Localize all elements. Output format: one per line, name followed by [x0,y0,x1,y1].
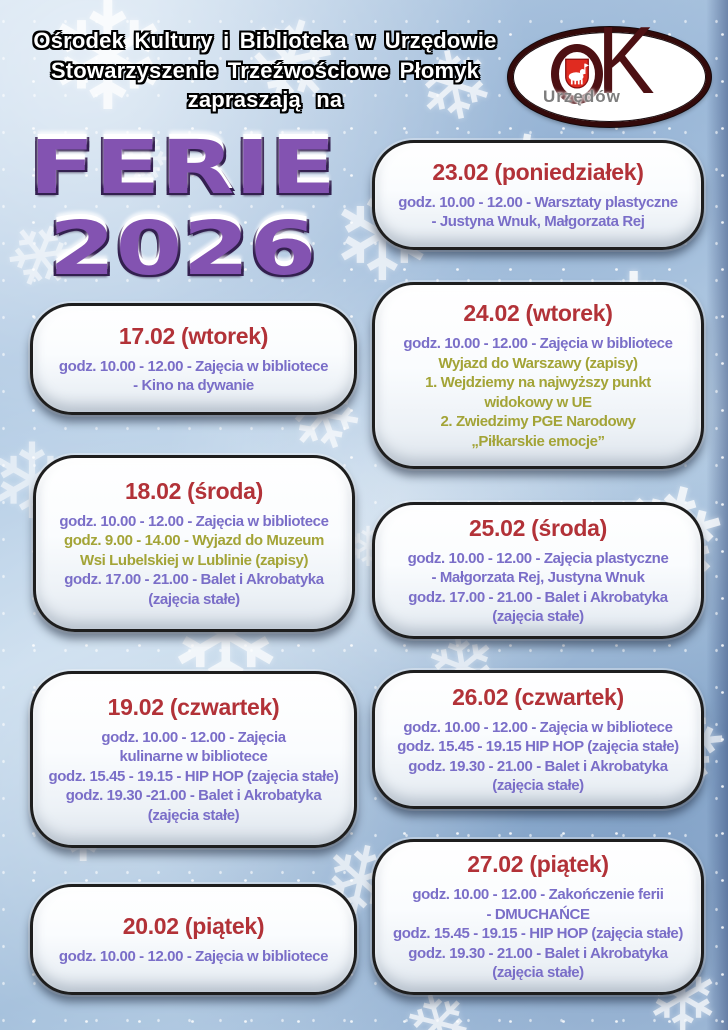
schedule-line: godz. 17.00 - 21.00 - Balet i Akrobatyka [408,588,668,606]
organizer-line-2: Stowarzyszenie Trzeźwościowe Płomyk [50,57,480,83]
card-date-heading: 17.02 (wtorek) [118,322,269,349]
schedule-card-24-02: 24.02 (wtorek) godz. 10.00 - 12.00 - Zaj… [372,282,704,469]
schedule-line: (zajęcia stałe) [492,964,584,982]
card-date-heading: 26.02 (czwartek) [452,683,624,710]
schedule-line: kulinarne w bibliotece [119,748,268,766]
schedule-line: godz. 10.00 - 12.00 - Zajęcia w bibliote… [58,357,329,375]
schedule-card-26-02: 26.02 (czwartek) godz. 10.00 - 12.00 - Z… [372,670,704,809]
schedule-line: - DMUCHAŃCE [486,905,590,923]
ok-urzedow-logo: K Urzędów [508,13,711,127]
logo-town-label: Urzędów [543,87,621,106]
card-date-heading: 18.02 (środa) [125,477,263,504]
schedule-line: godz. 10.00 - 12.00 - Zajęcia [101,728,286,746]
schedule-line: godz. 10.00 - 12.00 - Zajęcia w bibliote… [403,718,673,736]
card-date-heading: 19.02 (czwartek) [107,693,280,720]
schedule-line: godz. 15.45 - 19.15 - HIP HOP (zajęcia s… [48,767,339,785]
schedule-line: 1. Wejdziemy na najwyższy punkt [425,374,651,391]
schedule-line: Wyjazd do Warszawy (zapisy) [438,354,638,372]
organizer-line-1: Ośrodek Kultury i Biblioteka w Urzędowie [33,28,497,53]
schedule-line: (zajęcia stałe) [492,777,584,794]
schedule-line: godz. 9.00 - 14.00 - Wyjazd do Muzeum [64,532,324,550]
card-date-heading: 23.02 (poniedziałek) [432,158,644,185]
card-date-heading: 27.02 (piątek) [467,851,609,878]
card-date-heading: 25.02 (środa) [469,514,607,541]
schedule-line: godz. 10.00 - 12.00 - Zajęcia plastyczne [407,549,669,567]
schedule-line: Wsi Lubelskiej w Lublinie (zapisy) [79,551,309,569]
invitation-line: zapraszają na [187,87,343,113]
schedule-line: (zajęcia stałe) [492,608,584,625]
schedule-line: godz. 10.00 - 12.00 - Zajęcia w bibliote… [403,335,673,352]
schedule-line: godz. 10.00 - 12.00 - Warsztaty plastycz… [398,193,678,211]
header: Ośrodek Kultury i Biblioteka w Urzędowie… [0,26,530,115]
schedule-line: (zajęcia stałe) [148,590,240,608]
schedule-card-27-02: 27.02 (piątek) godz. 10.00 - 12.00 - Zak… [372,839,704,995]
schedule-line: „Piłkarskie emocje” [471,432,605,450]
title-year: 2026 [48,206,317,293]
schedule-line: godz. 15.45 - 19.15 - HIP HOP (zajęcia s… [393,925,683,943]
title-word-ferie: FERIE [28,125,337,211]
schedule-line: godz. 15.45 - 19.15 HIP HOP (zajęcia sta… [397,738,679,755]
schedule-line: - Kino na dywanie [133,377,254,394]
schedule-card-17-02: 17.02 (wtorek) godz. 10.00 - 12.00 - Zaj… [30,303,357,415]
card-date-heading: 20.02 (piątek) [122,912,265,939]
schedule-card-18-02: 18.02 (środa) godz. 10.00 - 12.00 - Zaję… [33,455,355,632]
schedule-line: widokowy w UE [484,393,592,411]
schedule-card-25-02: 25.02 (środa) godz. 10.00 - 12.00 - Zaję… [372,502,704,639]
schedule-line: godz. 10.00 - 12.00 - Zajęcia w bibliote… [59,512,329,530]
schedule-card-20-02: 20.02 (piątek) godz. 10.00 - 12.00 - Zaj… [30,884,357,995]
schedule-line: - Małgorzata Rej, Justyna Wnuk [431,569,645,586]
schedule-line: - Justyna Wnuk, Małgorzata Rej [431,213,645,230]
card-date-heading: 24.02 (wtorek) [463,300,613,326]
schedule-line: 2. Zwiedzimy PGE Narodowy [440,413,636,430]
schedule-line: (zajęcia stałe) [147,806,240,824]
schedule-line: godz. 10.00 - 12.00 - Zajęcia w bibliote… [58,947,329,965]
schedule-line: godz. 19.30 - 21.00 - Balet i Akrobatyka [408,944,668,962]
schedule-line: godz. 19.30 -21.00 - Balet i Akrobatyka [65,787,322,805]
schedule-card-23-02: 23.02 (poniedziałek) godz. 10.00 - 12.00… [372,140,704,250]
schedule-line: godz. 17.00 - 21.00 - Balet i Akrobatyka [64,571,324,589]
poster-title: FERIE 2026 [25,127,340,291]
urzedow-coat-of-arms-icon [565,58,589,89]
schedule-card-19-02: 19.02 (czwartek) godz. 10.00 - 12.00 - Z… [30,671,357,848]
schedule-line: godz. 10.00 - 12.00 - Zakończenie ferii [412,886,664,904]
schedule-line: godz. 19.30 - 21.00 - Balet i Akrobatyka [408,757,668,775]
